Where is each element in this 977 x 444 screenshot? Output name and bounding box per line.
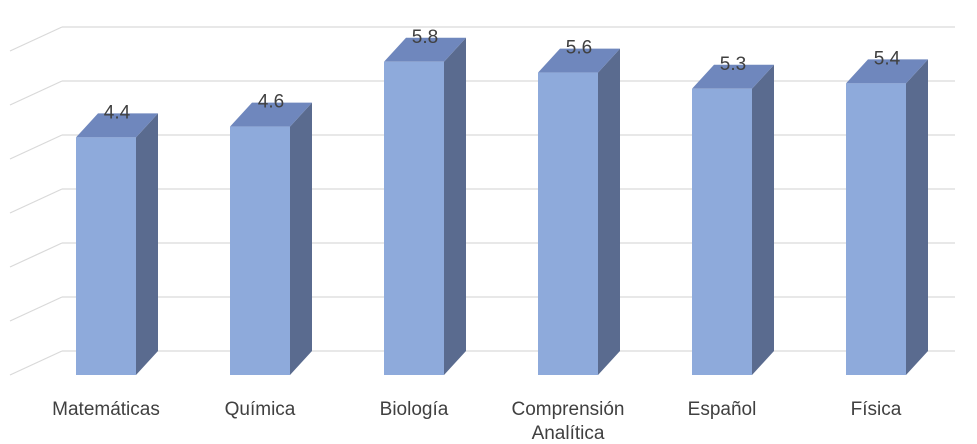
x-tick-label-line: Química	[225, 399, 296, 420]
bar	[692, 64, 774, 376]
bar	[384, 37, 466, 376]
gridline-diagonal	[9, 188, 63, 214]
bar-top	[384, 37, 466, 62]
gridline-diagonal	[9, 296, 63, 322]
gridline-diagonal	[9, 350, 63, 376]
bar	[230, 102, 312, 375]
bar	[538, 48, 620, 375]
bar-side	[444, 37, 466, 376]
x-tick-label: Matemáticas	[52, 399, 160, 420]
x-tick-label: Biología	[380, 399, 449, 420]
x-tick-label: Español	[688, 399, 757, 420]
x-tick-label: Física	[851, 399, 902, 420]
bar-side	[906, 59, 928, 376]
bar-top	[230, 102, 312, 127]
gridline-diagonal	[9, 134, 63, 160]
gridline-diagonal	[9, 26, 63, 52]
x-tick-label: Comprensión Analítica	[512, 399, 625, 444]
bar-top	[692, 64, 774, 89]
bar-side	[598, 48, 620, 375]
gridline-diagonal	[9, 242, 63, 268]
bar-front	[76, 137, 136, 375]
x-tick-label-line: Comprensión	[512, 399, 625, 420]
bar-side	[136, 113, 158, 376]
bar-front	[384, 61, 444, 376]
x-tick-label-line: Biología	[380, 399, 449, 420]
data-labels: 4.4 4.6 5.8 5.6 5.3 5.4	[104, 27, 901, 124]
data-label: 4.6	[258, 92, 284, 113]
data-label: 5.8	[412, 27, 438, 48]
x-tick-label-line: Matemáticas	[52, 399, 160, 420]
data-label: 5.3	[720, 54, 746, 75]
bar-front	[846, 83, 906, 376]
gridline-diagonal	[9, 80, 63, 106]
bar-front	[230, 126, 290, 375]
x-tick-label-line: Analítica	[532, 423, 605, 444]
bars	[76, 37, 928, 376]
x-tick-label-line: Física	[851, 399, 902, 420]
bar-side	[290, 102, 312, 375]
x-tick-label: Química	[225, 399, 296, 420]
bar-front	[692, 88, 752, 376]
data-label: 5.6	[566, 38, 592, 59]
data-label: 5.4	[874, 48, 901, 69]
data-label: 4.4	[104, 102, 131, 123]
bar-front	[538, 72, 598, 375]
x-tick-label-line: Español	[688, 399, 757, 420]
bar-top	[76, 113, 158, 138]
bar-top	[538, 48, 620, 73]
gridlines	[9, 26, 955, 376]
bar	[846, 59, 928, 376]
bar-side	[752, 64, 774, 376]
bar	[76, 113, 158, 376]
bar-top	[846, 59, 928, 84]
x-axis-tick-labels: Matemáticas Química Biología Comprensión Ana…	[52, 399, 902, 444]
